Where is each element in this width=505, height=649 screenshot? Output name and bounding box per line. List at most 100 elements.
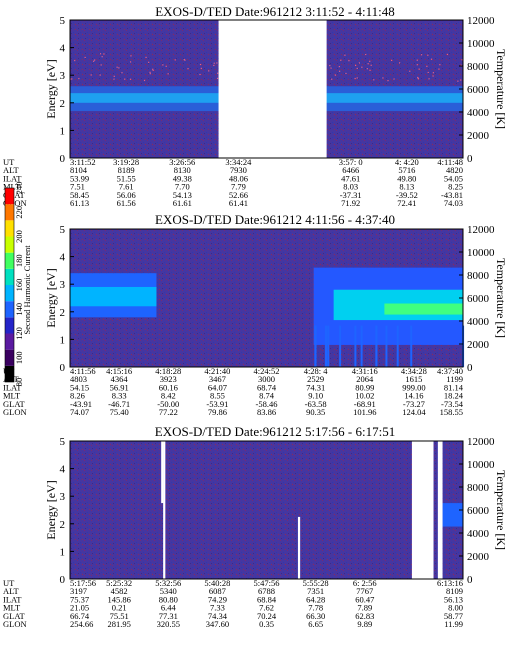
table-cell: 58.77 <box>444 611 463 621</box>
panel-2-ylabel-right: Temperature [K] <box>494 258 505 338</box>
dot <box>216 62 218 64</box>
table-cell: 4:28: 4 <box>304 366 329 376</box>
table-cell: 3:57: 0 <box>339 157 363 167</box>
table-cell: 9.10 <box>308 391 323 401</box>
table-cell: 75.37 <box>70 594 89 604</box>
table-cell: 3000 <box>258 374 275 384</box>
spike <box>375 325 378 367</box>
panel-3: EXOS-D/TED Date:961212 5:17:56 - 6:17:51… <box>3 424 505 629</box>
table-cell: -50.00 <box>157 399 179 409</box>
y-tick-label-right: 6000 <box>467 84 490 96</box>
table-cell: 7930 <box>230 165 247 175</box>
colorbar-swatch <box>5 285 14 302</box>
table-cell: 7.78 <box>308 603 323 613</box>
dot <box>217 72 219 74</box>
table-cell: 81.14 <box>444 382 464 392</box>
y-tick-label: 3 <box>60 491 66 503</box>
table-cell: 54.13 <box>173 190 192 200</box>
y-tick-label: 1 <box>60 334 66 346</box>
table-cell: 3923 <box>160 374 177 384</box>
table-cell: 54.05 <box>444 173 463 183</box>
dot <box>162 64 164 66</box>
colorbar-swatch <box>5 365 14 382</box>
panel-2-y-ticks: 0 1 2 3 4 5 <box>60 224 74 374</box>
table-cell: 5:47:56 <box>254 578 280 588</box>
colorbar-tick-label: 100 <box>14 351 24 364</box>
table-cell: 83.86 <box>257 407 276 417</box>
dot <box>200 67 202 69</box>
table-cell: 3:34:24 <box>225 157 252 167</box>
colorbar-swatch <box>5 349 14 366</box>
table-cell: 6466 <box>342 165 359 175</box>
colorbar-tick-label: 240 <box>14 182 24 195</box>
spike <box>314 325 317 367</box>
table-row-label: ILAT <box>3 594 22 604</box>
colorbar-tick-label: 80 <box>14 378 24 387</box>
dot <box>373 79 375 81</box>
colorbar-tick-label: 160 <box>14 279 24 292</box>
dot <box>129 61 132 63</box>
y-tick-label-right: 0 <box>467 153 473 165</box>
dot <box>78 77 80 80</box>
table-cell: 6:13:16 <box>437 578 463 588</box>
panel-1-ylabel: Energy [eV] <box>44 59 58 118</box>
dot <box>348 60 350 62</box>
dot <box>416 59 418 61</box>
table-cell: 145.86 <box>107 594 130 604</box>
dot <box>165 65 167 67</box>
colorbar-swatch <box>5 220 14 237</box>
table-cell: 6.65 <box>308 619 323 629</box>
table-cell: 8.03 <box>343 182 358 192</box>
dot <box>145 56 147 59</box>
dot <box>149 71 151 73</box>
table-row-label: ALT <box>3 586 20 596</box>
table-cell: 74.34 <box>208 611 228 621</box>
dot <box>446 53 449 56</box>
panel-1-title: EXOS-D/TED Date:961212 3:11:52 - 4:11:48 <box>155 4 395 19</box>
table-row-label: UT <box>3 157 15 167</box>
dot <box>460 79 462 81</box>
table-cell: 61.13 <box>70 198 89 208</box>
dot <box>129 78 132 80</box>
colorbar-swatch <box>5 236 14 253</box>
table-cell: 3197 <box>70 586 87 596</box>
y-tick-label-right: 2000 <box>467 339 490 351</box>
y-tick-label: 5 <box>60 436 66 448</box>
table-cell: 347.60 <box>206 619 229 629</box>
panel-1-y-ticks-right: 0 2000 4000 6000 8000 10000 12000 <box>459 15 495 165</box>
y-tick-label-right: 0 <box>467 574 473 586</box>
colorbar-swatch <box>5 204 14 221</box>
dot <box>90 74 92 76</box>
dot <box>152 69 154 71</box>
dot <box>438 68 440 70</box>
table-cell: 77.22 <box>159 407 178 417</box>
y-tick-label-right: 6000 <box>467 293 490 305</box>
table-cell: 48.06 <box>229 173 248 183</box>
table-cell: 7.89 <box>357 603 372 613</box>
spike <box>396 325 399 367</box>
table-cell: -58.46 <box>256 399 278 409</box>
table-cell: 4:15:16 <box>106 366 132 376</box>
spike <box>161 441 164 504</box>
y-tick-label: 3 <box>60 279 66 291</box>
dot <box>187 68 189 70</box>
dot <box>152 68 154 70</box>
table-cell: -73.54 <box>441 399 464 409</box>
table-cell: 3:26:56 <box>169 157 195 167</box>
table-row-label: ILAT <box>3 173 22 183</box>
table-cell: 79.86 <box>208 407 227 417</box>
dot <box>387 80 389 82</box>
dot <box>418 68 420 70</box>
dot <box>460 64 462 66</box>
y-tick-label: 4 <box>60 464 66 476</box>
y-tick-label: 0 <box>60 153 66 165</box>
dot <box>93 60 95 62</box>
table-cell: 52.66 <box>229 190 248 200</box>
y-tick-label: 1 <box>60 125 66 137</box>
colorbar-label: Second Harmonic Current <box>22 245 32 335</box>
data-gap <box>411 441 434 579</box>
band-right-peak <box>384 303 463 315</box>
spike <box>354 325 357 367</box>
table-cell: 90.35 <box>306 407 325 417</box>
panel-3-plot <box>69 440 464 580</box>
